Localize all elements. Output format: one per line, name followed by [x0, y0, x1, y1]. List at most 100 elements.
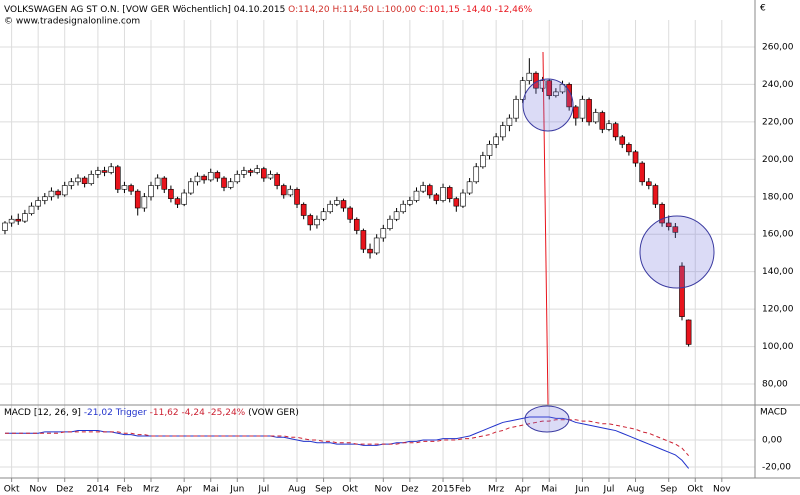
candle-body — [95, 170, 101, 175]
candle-body — [347, 207, 353, 220]
candle-body — [639, 162, 645, 183]
candle-body — [612, 123, 619, 138]
candle-body — [334, 200, 340, 205]
macd-line — [4, 416, 690, 469]
candle-body — [68, 181, 75, 186]
x-tick-label: Apr — [515, 485, 531, 495]
candle-body — [327, 203, 334, 213]
candle-body — [672, 226, 679, 233]
candle-body — [128, 185, 134, 192]
x-tick-label: Okt — [342, 485, 358, 495]
annotation-line — [542, 51, 549, 406]
header-name: VOLKSWAGEN AG ST O.N. [VOW GER Wöchentli… — [4, 5, 285, 15]
candle-body — [659, 203, 665, 224]
candle-body — [539, 80, 546, 89]
y-tick-label: 80,00 — [762, 380, 788, 390]
candle-body — [121, 185, 128, 190]
y-tick-label: 100,00 — [762, 342, 794, 352]
candle-body — [426, 185, 433, 196]
candle-body — [221, 177, 227, 188]
x-tick-label: Nov — [29, 485, 47, 495]
header-ohlc: O:114,20 H:114,50 L:100,00 — [288, 5, 416, 15]
x-tick-label: Nov — [375, 485, 393, 495]
candle-body — [280, 185, 287, 196]
candle-body — [546, 80, 553, 96]
candle-body — [115, 166, 121, 190]
candle-body — [626, 144, 632, 153]
candle-body — [261, 168, 267, 179]
candle-body — [267, 173, 274, 179]
candle-body — [486, 144, 493, 156]
y-tick-label: 200,00 — [762, 155, 794, 165]
candle-body — [553, 91, 559, 96]
candle-body — [161, 177, 168, 190]
candle-body — [632, 151, 639, 164]
legend-macd-value: -21,02 — [84, 408, 113, 418]
candle-body — [15, 218, 22, 222]
candle-body — [300, 203, 307, 216]
grid — [0, 20, 755, 478]
candle-body — [28, 205, 35, 214]
candle-body — [247, 170, 254, 173]
annotation-circle — [524, 405, 570, 433]
candle-body — [519, 80, 526, 100]
candle-body — [367, 248, 373, 254]
candle-body — [579, 99, 586, 119]
candle-body — [619, 136, 626, 145]
x-tick-label: Jul — [603, 485, 615, 495]
candle-body — [433, 194, 440, 201]
candle-body — [506, 117, 513, 126]
y-tick-label: -20,00 — [762, 463, 791, 473]
legend-symbol: (VOW GER) — [248, 408, 299, 418]
x-tick-label: Nov — [713, 485, 731, 495]
candle-body — [413, 190, 420, 201]
candle-body — [254, 168, 260, 173]
candle-body — [586, 99, 592, 123]
y-tick-label: 160,00 — [762, 230, 794, 240]
candle-body — [466, 181, 473, 194]
candle-body — [154, 177, 161, 186]
x-tick-label: Okt — [4, 485, 20, 495]
candle-body — [108, 166, 114, 173]
candle-body — [353, 218, 360, 231]
candle-body — [606, 123, 612, 130]
header-change: C:101,15 -14,40 -12,46% — [419, 5, 533, 15]
x-tick-label: Jun — [574, 485, 589, 495]
candle-body — [679, 265, 685, 317]
x-tick-label: Jul — [257, 485, 269, 495]
candle-body — [188, 181, 194, 194]
copyright: © www.tradesignalonline.com — [4, 17, 140, 27]
currency: € — [760, 4, 766, 14]
candle-body — [194, 175, 201, 183]
candle-body — [75, 177, 81, 183]
candle-body — [453, 198, 460, 207]
candle-body — [174, 198, 181, 205]
x-tick-label: Dez — [56, 485, 73, 495]
legend-difference: -4,24 -25,24% — [182, 408, 246, 418]
x-tick-label: Okt — [687, 485, 703, 495]
candle-body — [599, 112, 606, 130]
candle-body — [480, 155, 486, 168]
candle-body — [314, 218, 320, 226]
candle-body — [646, 181, 652, 186]
candle-body — [526, 72, 533, 81]
candle-body — [420, 185, 426, 192]
candle-body — [134, 190, 141, 209]
header: VOLKSWAGEN AG ST O.N. [VOW GER Wöchentli… — [4, 5, 533, 15]
candle-body — [652, 185, 659, 205]
candle-body — [214, 172, 221, 179]
x-tick-label: Feb — [455, 485, 471, 495]
y-tick-label: 0,00 — [762, 436, 782, 446]
candle-body — [241, 170, 247, 175]
plot — [2, 58, 692, 469]
candle-body — [22, 213, 28, 222]
candle-body — [393, 211, 400, 220]
candle-body — [42, 196, 48, 201]
candle-body — [360, 230, 367, 250]
candle-body — [473, 166, 480, 183]
x-tick-label: Dez — [401, 485, 418, 495]
x-tick-label: Sep — [660, 485, 677, 495]
y-tick-label: 140,00 — [762, 267, 794, 277]
candle-body — [513, 99, 519, 119]
